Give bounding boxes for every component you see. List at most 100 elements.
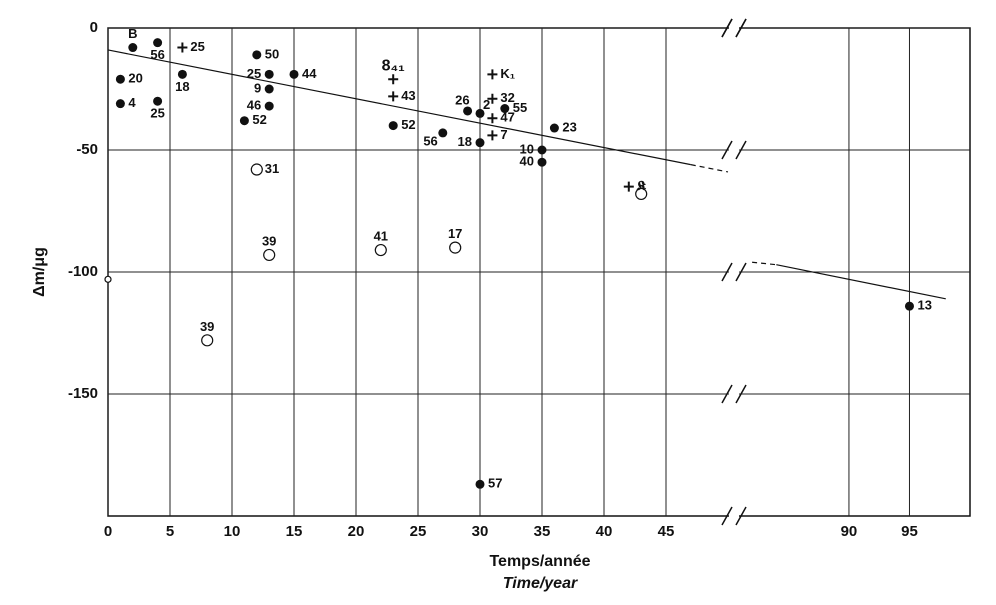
break-mark <box>735 384 747 404</box>
break-mark <box>735 262 747 282</box>
point-label: 57 <box>488 476 502 491</box>
data-point <box>252 50 262 60</box>
x-tick-label: 5 <box>166 523 174 540</box>
data-point <box>475 479 485 489</box>
point-label: 𝕶 <box>636 178 647 193</box>
data-point-open <box>201 334 214 347</box>
data-point <box>128 43 138 53</box>
point-label: K₁ <box>500 66 515 81</box>
x-tick-label: 30 <box>472 523 489 540</box>
data-point-plus <box>388 91 399 102</box>
trend-line <box>752 261 777 266</box>
data-point <box>549 123 559 133</box>
data-point-open <box>263 248 276 262</box>
point-label: 10 <box>520 141 534 156</box>
trend-line <box>690 164 729 173</box>
point-label: 56 <box>423 133 437 148</box>
x-tick-label: 40 <box>596 523 613 540</box>
point-label: 20 <box>128 71 142 86</box>
trend-line <box>776 264 946 300</box>
point-label: 9 <box>254 80 261 95</box>
data-point <box>438 128 448 138</box>
y-tick-label: -50 <box>76 141 98 158</box>
y-tick-label: -100 <box>68 263 98 280</box>
point-label: 39 <box>200 319 214 334</box>
data-point <box>115 99 125 109</box>
x-tick-label: 35 <box>534 523 551 540</box>
break-mark <box>721 140 733 160</box>
data-point <box>264 69 274 79</box>
point-label: 18 <box>458 134 472 149</box>
data-point <box>388 121 398 131</box>
trend-line <box>107 49 691 166</box>
point-label: 13 <box>917 298 931 313</box>
data-point <box>115 74 125 84</box>
data-point <box>153 38 163 48</box>
axis-break-gap <box>729 25 739 519</box>
data-point <box>264 101 274 111</box>
data-point-plus <box>623 181 634 192</box>
y-tick-label: 0 <box>90 19 98 36</box>
data-point-open <box>449 241 462 254</box>
y-tick-label: -150 <box>68 385 98 402</box>
data-point <box>904 301 914 311</box>
point-label: 46 <box>247 98 261 113</box>
data-point <box>289 69 299 79</box>
data-point <box>177 69 187 79</box>
x-tick-label: 20 <box>348 523 365 540</box>
data-point-plus <box>487 69 498 80</box>
data-point-open <box>374 243 387 257</box>
point-label: 52 <box>401 117 415 132</box>
point-label: 25 <box>190 39 204 54</box>
data-point-plus <box>487 93 498 104</box>
point-label: 56 <box>150 47 164 62</box>
break-mark <box>735 18 747 38</box>
point-label: 43 <box>401 88 415 103</box>
point-label: 50 <box>265 46 279 61</box>
data-point-open <box>104 275 112 283</box>
point-label: 25 <box>247 66 261 81</box>
data-point <box>475 138 485 148</box>
point-label: 26 <box>455 92 469 107</box>
point-label: 25 <box>150 106 164 121</box>
x-axis-subtitle: Time/year <box>503 575 578 592</box>
break-mark <box>735 140 747 160</box>
x-tick-label: 95 <box>901 523 918 540</box>
data-point-plus <box>487 130 498 141</box>
y-axis-title: Δm/μg <box>31 247 48 297</box>
data-point <box>153 96 163 106</box>
point-label: B <box>128 26 137 41</box>
point-label: 7 <box>500 127 507 142</box>
point-label: 31 <box>265 161 279 176</box>
x-tick-label: 45 <box>658 523 675 540</box>
break-mark <box>721 506 733 526</box>
point-label: 32 <box>500 90 514 105</box>
data-point <box>463 106 473 116</box>
x-axis-title: Temps/année <box>489 553 590 570</box>
data-point-plus <box>388 74 399 85</box>
point-label: 41 <box>374 228 388 243</box>
x-tick-label: 10 <box>224 523 241 540</box>
point-label: 44 <box>302 66 317 81</box>
break-mark <box>721 18 733 38</box>
x-tick-label: 0 <box>104 523 112 540</box>
data-point-open <box>250 163 263 176</box>
point-label: 39 <box>262 233 276 248</box>
point-label: 55 <box>513 100 527 115</box>
point-label: 40 <box>520 154 534 169</box>
data-point <box>537 145 547 155</box>
point-label: 4 <box>128 95 136 110</box>
data-point-plus <box>487 113 498 124</box>
break-mark <box>721 262 733 282</box>
data-point <box>264 84 274 94</box>
x-tick-label: 90 <box>841 523 858 540</box>
break-mark <box>735 506 747 526</box>
x-tick-label: 25 <box>410 523 427 540</box>
data-point <box>239 116 249 126</box>
data-point <box>537 157 547 167</box>
point-label: 52 <box>252 112 266 127</box>
data-point-open <box>635 187 648 201</box>
point-label: 47 <box>500 110 514 125</box>
